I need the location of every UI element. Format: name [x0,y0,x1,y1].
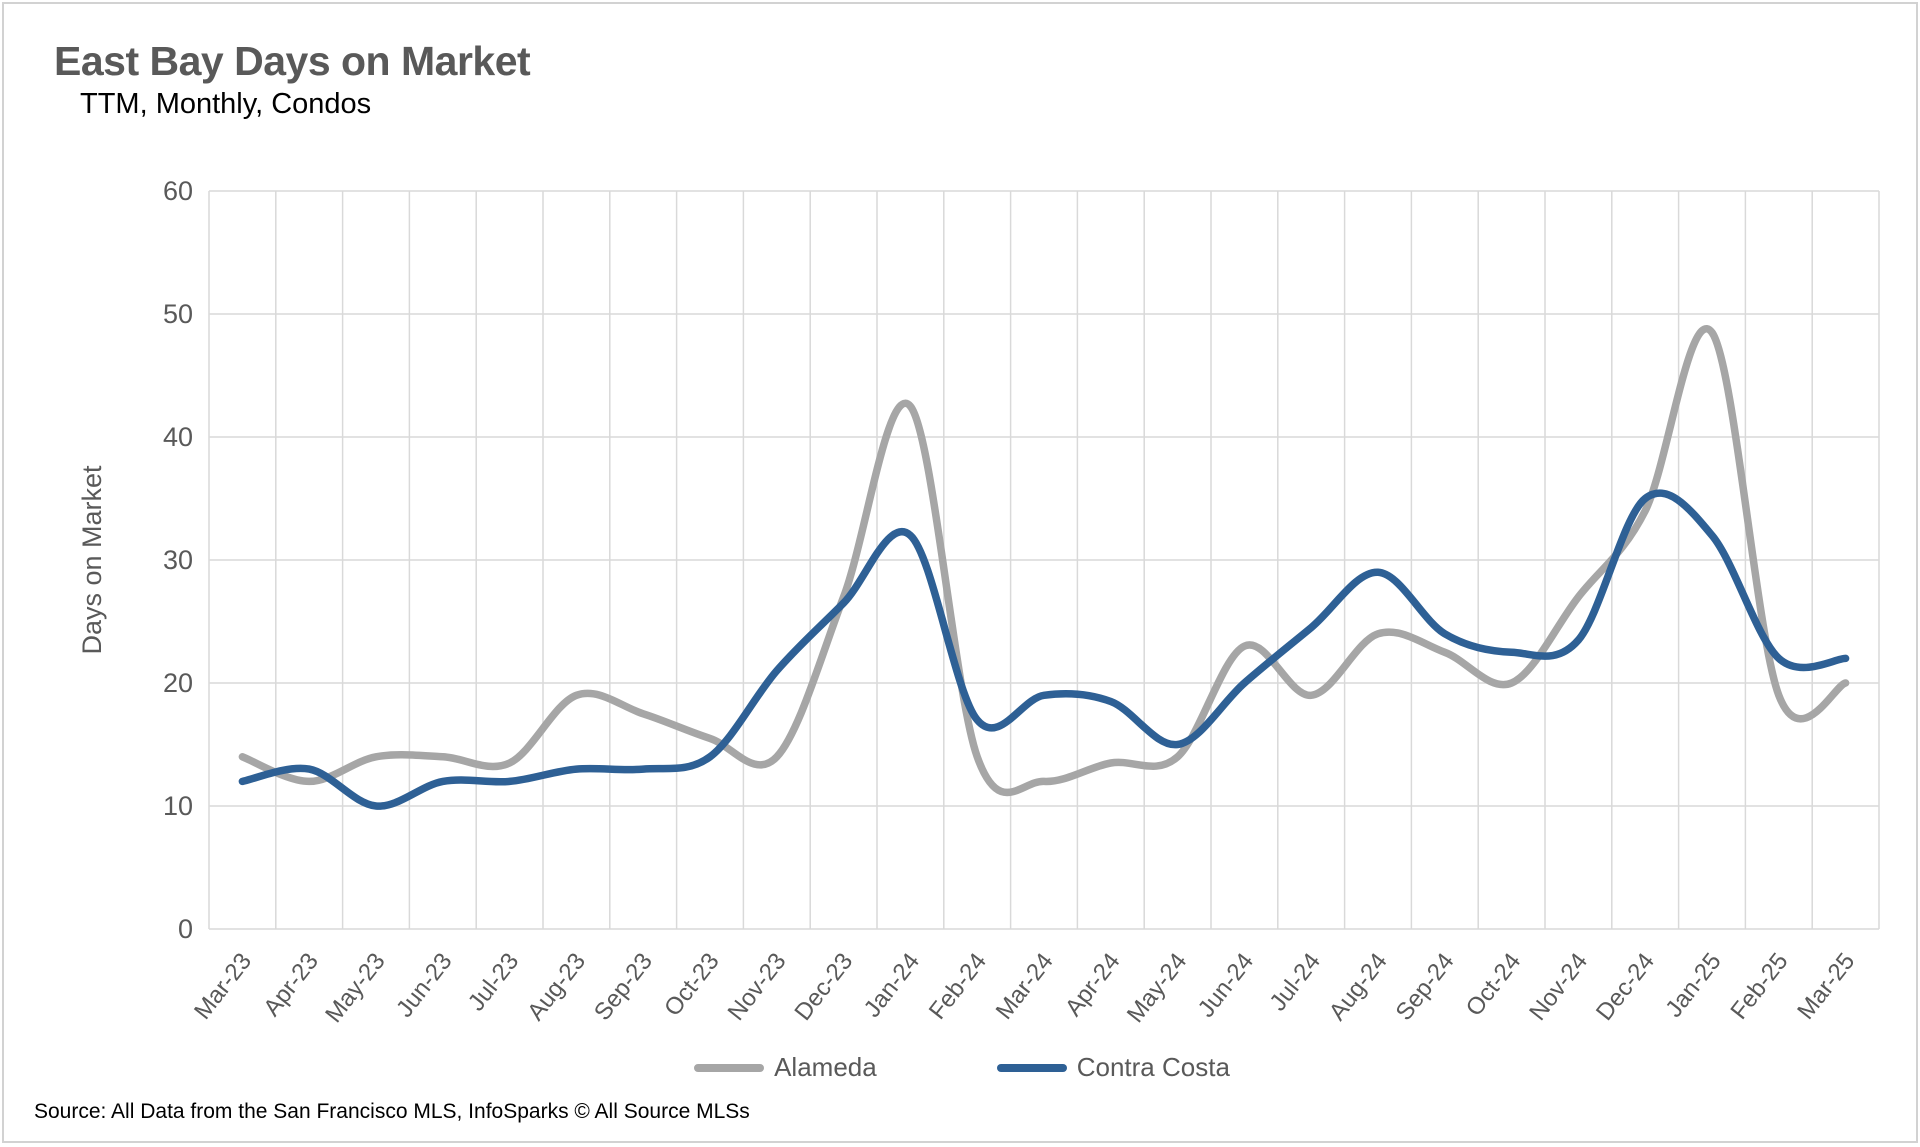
x-tick-label: Jul-24 [1264,948,1326,1016]
y-tick-label: 40 [163,422,193,452]
y-tick-label: 20 [163,668,193,698]
legend-item-contra-costa: Contra Costa [996,1052,1230,1083]
x-tick-label: Jun-24 [1193,948,1259,1022]
y-tick-label: 50 [163,299,193,329]
alameda-line-swatch-icon [694,1063,765,1072]
x-tick-label: Apr-24 [1060,948,1126,1021]
contra-costa-line-swatch-icon [996,1063,1067,1072]
y-axis-title: Days on Market [77,465,107,655]
series-line-alameda [238,325,1850,797]
x-tick-label: Nov-23 [723,948,792,1026]
y-tick-label: 10 [163,791,193,821]
legend-label-alameda: Alameda [774,1052,877,1082]
x-tick-label: Sep-23 [589,948,658,1026]
chart-title: East Bay Days on Market [54,38,531,84]
x-tick-label: Jan-25 [1660,948,1726,1022]
x-tick-label: Feb-24 [924,948,992,1025]
x-tick-label: Mar-23 [189,948,257,1025]
x-tick-label: Nov-24 [1524,948,1593,1026]
gridlines [208,190,1880,930]
source-attribution: Source: All Data from the San Francisco … [34,1100,750,1123]
y-tick-label: 60 [163,176,193,206]
legend-label-contra-costa: Contra Costa [1076,1052,1230,1082]
y-axis-tick-labels: 0 10 20 30 40 50 60 [163,176,193,944]
x-tick-label: May-23 [320,948,391,1028]
x-tick-label: Oct-23 [659,948,725,1021]
chart-subtitle: TTM, Monthly, Condos [80,88,372,120]
legend: Alameda Contra Costa [4,1052,1916,1083]
x-tick-label: Aug-23 [522,948,591,1026]
x-tick-label: May-24 [1122,948,1193,1028]
x-tick-label: Feb-25 [1725,948,1793,1025]
legend-item-alameda: Alameda [694,1052,877,1083]
y-tick-label: 0 [178,914,193,944]
x-tick-label: Aug-24 [1324,948,1393,1026]
x-tick-label: Jul-23 [463,948,525,1016]
x-tick-label: Mar-25 [1792,948,1860,1025]
x-tick-label: Oct-24 [1461,948,1527,1021]
x-tick-label: Dec-24 [1591,948,1660,1026]
y-tick-label: 30 [163,545,193,575]
x-tick-label: Mar-24 [991,948,1059,1025]
x-tick-label: Apr-23 [258,948,324,1021]
series-line-contra-costa [238,489,1850,810]
x-tick-label: Jan-24 [859,948,925,1022]
x-tick-label: Sep-24 [1391,948,1460,1026]
x-tick-label: Dec-23 [789,948,858,1026]
x-tick-label: Jun-23 [391,948,457,1022]
